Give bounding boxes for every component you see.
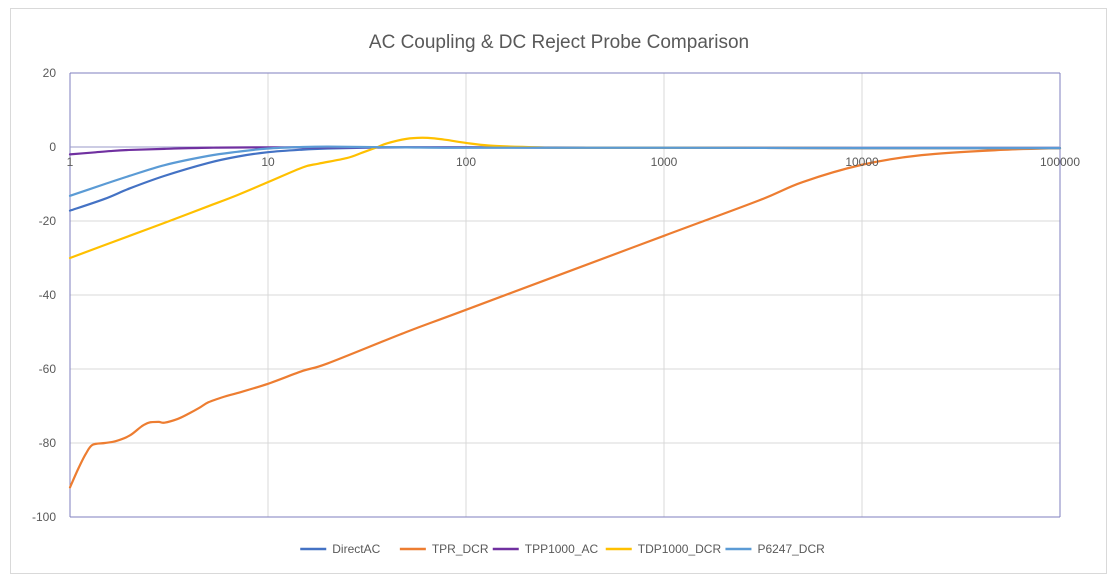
chart-container: AC Coupling & DC Reject Probe Comparison… [10, 8, 1107, 574]
legend-item-tpp1000-ac: TPP1000_AC [492, 542, 599, 556]
y-axis-tick-labels: -100 -80 -60 -40 -20 0 20 [32, 66, 56, 524]
y-tick-label: 20 [43, 66, 57, 80]
legend-item-tpr-dcr: TPR_DCR [399, 542, 489, 556]
legend-label: P6247_DCR [757, 542, 825, 556]
legend-item-p6247-dcr: P6247_DCR [725, 542, 825, 556]
chart-title: AC Coupling & DC Reject Probe Comparison [369, 32, 749, 53]
x-tick-label: 1 [67, 155, 74, 169]
x-tick-label: 10000 [845, 155, 879, 169]
x-axis-tick-labels: 1 10 100 1000 10000 100000 [67, 155, 1081, 169]
series-line-tpr-dcr [68, 147, 1062, 489]
legend-label: TDP1000_DCR [638, 542, 722, 556]
legend-item-tdp1000-dcr: TDP1000_DCR [605, 542, 722, 556]
y-tick-label: -100 [32, 510, 56, 524]
gridlines [69, 72, 1061, 518]
x-tick-label: 1000 [651, 155, 678, 169]
legend: DirectAC TPR_DCR TPP1000_AC TDP1000_DCR P624… [300, 542, 825, 556]
y-tick-label: -60 [39, 362, 57, 376]
series-line-p6247-dcr [68, 145, 1062, 197]
y-tick-label: -40 [39, 288, 57, 302]
legend-label: TPP1000_AC [525, 542, 599, 556]
legend-label: DirectAC [332, 542, 380, 556]
x-tick-label: 100000 [1040, 155, 1080, 169]
x-tick-label: 100 [456, 155, 476, 169]
line-chart: AC Coupling & DC Reject Probe Comparison… [32, 32, 1081, 556]
x-tick-label: 10 [261, 155, 275, 169]
series-lines [68, 136, 1062, 489]
y-tick-label: 0 [49, 140, 56, 154]
legend-label: TPR_DCR [432, 542, 489, 556]
y-tick-label: -80 [39, 436, 57, 450]
y-tick-label: -20 [39, 214, 57, 228]
legend-item-directac: DirectAC [300, 542, 381, 556]
